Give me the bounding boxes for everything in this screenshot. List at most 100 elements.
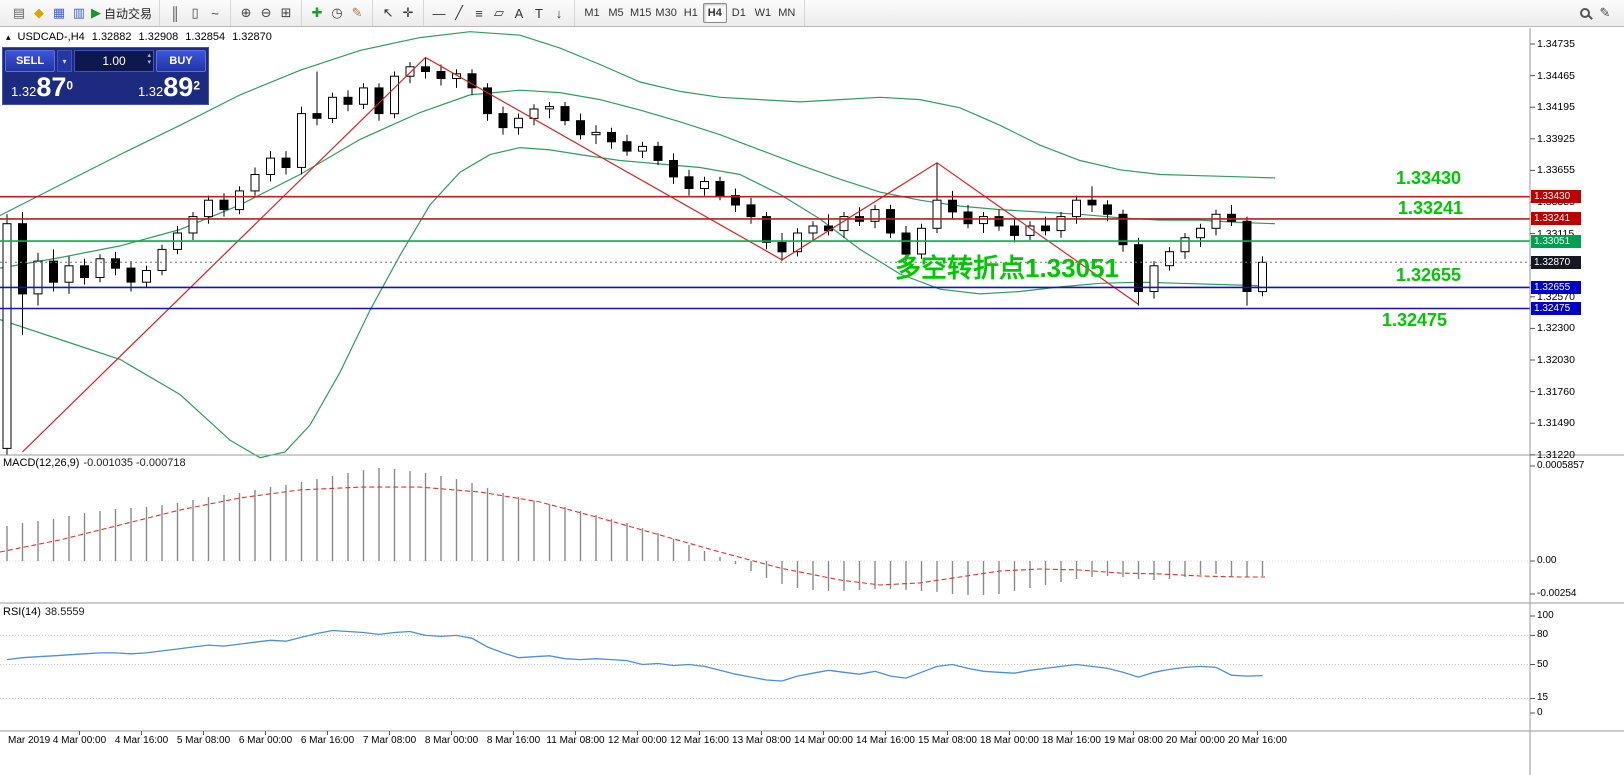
price-axis-label: 1.33925 [1537,132,1575,145]
horizontal-line-icon: — [432,5,446,21]
shapes-icon: ▱ [494,5,505,20]
zoom-out-icon[interactable]: ⊖ [256,3,276,23]
crosshair-icon: ✛ [402,5,414,20]
time-axis-label: 4 Mar 16:00 [114,735,169,746]
text-label-icon[interactable]: T [529,3,549,23]
chart-header: ▴ USDCAD-,H4 1.32882 1.32908 1.32854 1.3… [4,31,274,43]
price-tag-1.32475: 1.32475 [1531,302,1581,315]
cursor-icon[interactable]: ↖ [378,3,398,23]
ohlc-low: 1.32854 [185,31,226,43]
toolbar-group-zoom: ⊕ ⊖ ⊞ [231,0,303,26]
tf-mn[interactable]: MN [775,3,799,23]
new-order-icon: ◆ [34,5,44,20]
cursor-icon: ↖ [382,5,394,20]
price-axis-label: 1.34195 [1537,101,1575,114]
tf-d1[interactable]: D1 [727,3,751,23]
tf-m5[interactable]: M5 [604,3,628,23]
price-axis-label: 1.34465 [1537,69,1575,82]
candlestick-chart-icon: ▯ [191,5,199,20]
time-axis-label: 8 Mar 16:00 [486,735,541,746]
profiles-icon[interactable]: ▥ [69,3,89,23]
price-axis-label: 1.32030 [1537,354,1575,366]
time-axis-label: 19 Mar 08:00 [1104,735,1163,746]
trendline-icon[interactable]: ╱ [449,3,469,23]
sell-price[interactable]: 1.32870 [11,74,73,101]
tf-m30[interactable]: M30 [653,3,678,23]
templates-icon: ✎ [351,5,363,20]
line-chart-icon[interactable]: ~ [205,3,225,23]
toolbar: ▤ ◆ ▦ ▥ ▶ 自动交易 ║ ▯ ~ ⊕ ⊖ ⊞ ✚ ◷ ✎ ↖ ✛ — ╱ ≡ ▱ A T ↓ M1 M5 M15 M30 H1 H… [0,0,1624,27]
toolbar-group-system: ▤ ◆ ▦ ▥ ▶ 自动交易 [4,0,161,26]
volume-preset-dropdown[interactable]: ▾ [57,50,72,72]
autotrading-icon: ▶ [91,5,101,20]
price-tag-1.32870: 1.32870 [1531,255,1581,269]
bar-chart-icon[interactable]: ║ [165,3,185,23]
time-axis-label: Mar 2019 [8,735,51,746]
time-axis-label: 4 Mar 00:00 [52,735,107,746]
toolbar-group-timeframes: M1 M5 M15 M30 H1 H4 D1 W1 MN [575,0,805,26]
arrows-icon[interactable]: ↓ [549,3,569,23]
tf-h4[interactable]: H4 [702,3,727,23]
tf-w1[interactable]: W1 [751,3,775,23]
window-menu-icon: ▤ [12,5,26,20]
sell-button[interactable]: SELL [5,50,55,72]
chart-annotation: 1.32655 [1396,265,1462,285]
window-menu-icon[interactable]: ▤ [9,3,29,23]
new-order-icon[interactable]: ◆ [29,3,49,23]
text-label-icon: T [535,5,543,21]
time-axis-label: 7 Mar 08:00 [362,735,417,746]
templates-icon[interactable]: ✎ [347,3,367,23]
tf-m1[interactable]: M1 [580,3,604,23]
macd-axis-label: -0.00254 [1537,588,1577,599]
price-tag-1.33051: 1.33051 [1531,234,1581,248]
macd-values: -0.001035 -0.000718 [83,457,186,469]
volume-up-icon[interactable]: ▴ [147,52,151,59]
candlestick-chart-icon[interactable]: ▯ [185,3,205,23]
zoom-out-icon: ⊖ [260,5,272,20]
zoom-in-icon[interactable]: ⊕ [236,3,256,23]
price-axis-label: 1.31760 [1537,385,1575,398]
buy-price[interactable]: 1.32892 [138,74,200,101]
macd-axis-label: 0.0005857 [1537,460,1585,471]
periods-icon[interactable]: ◷ [327,3,347,23]
fibonacci-icon[interactable]: ≡ [469,3,489,23]
charts-icon[interactable]: ▦ [49,3,69,23]
time-axis-label: 8 Mar 00:00 [424,735,479,746]
tile-windows-icon: ⊞ [280,5,292,20]
rsi-name: RSI(14) [3,606,41,618]
time-axis-label: 12 Mar 00:00 [608,735,667,746]
price-tag-1.33430: 1.33430 [1531,190,1581,204]
volume-down-icon[interactable]: ▾ [147,59,151,66]
time-axis-label: 14 Mar 16:00 [856,735,915,746]
text-icon: A [514,5,524,21]
tf-m15[interactable]: M15 [628,3,653,23]
tf-h4-label: H4 [707,7,722,19]
edit-icon[interactable]: ✎ [1599,5,1611,20]
chart-symbol-period: USDCAD-,H4 [17,31,85,43]
tf-m1-label: M1 [584,7,600,19]
autotrading-icon[interactable]: ▶ 自动交易 [89,3,154,23]
time-axis-label: 18 Mar 16:00 [1042,735,1101,746]
volume-input[interactable]: 1.00 ▴ ▾ [74,50,154,72]
buy-button[interactable]: BUY [156,50,206,72]
collapse-chart-icon[interactable]: ▴ [6,31,11,42]
price-axis-label: 1.31490 [1537,417,1575,430]
crosshair-icon[interactable]: ✛ [398,3,418,23]
text-icon[interactable]: A [509,3,529,23]
search-icon[interactable] [1575,3,1595,23]
time-axis-label: 11 Mar 08:00 [546,735,605,746]
rsi-value: 38.5559 [44,606,85,618]
price-axis-label: 1.33655 [1537,164,1575,177]
tf-m30-label: M30 [655,7,677,19]
search-icon [1580,8,1590,18]
tile-windows-icon[interactable]: ⊞ [276,3,296,23]
tf-m5-label: M5 [608,7,624,19]
chart-annotation: 多空转折点1.33051 [895,253,1119,283]
tf-h1[interactable]: H1 [679,3,703,23]
shapes-icon[interactable]: ▱ [489,3,509,23]
indicators-icon[interactable]: ✚ [307,3,327,23]
toolbar-group-draw-tools: — ╱ ≡ ▱ A T ↓ [424,0,576,26]
horizontal-line-icon[interactable]: — [429,3,449,23]
